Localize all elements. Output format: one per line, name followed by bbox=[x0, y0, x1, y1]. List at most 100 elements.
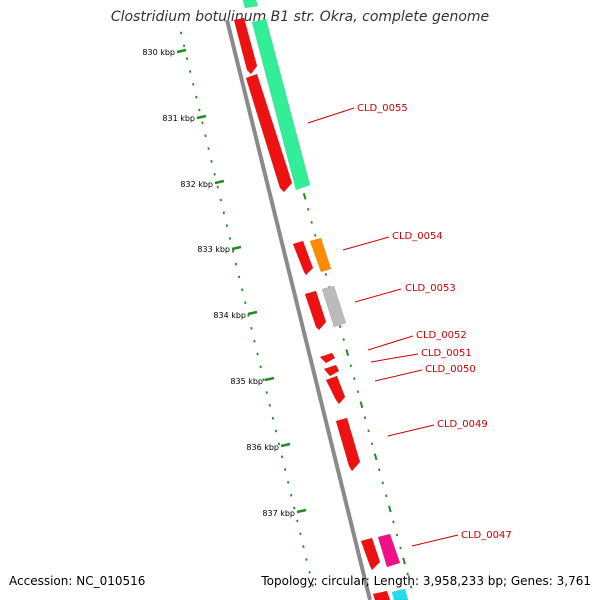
track-dot bbox=[353, 377, 356, 381]
gene-label-group-CLD_0051: CLD_0051 bbox=[370, 348, 472, 363]
scale-label-832: 832 kbp bbox=[180, 180, 213, 189]
scale-tick-833: 833 kbp bbox=[197, 245, 242, 254]
track-dot bbox=[274, 429, 278, 433]
track-dot bbox=[388, 505, 392, 513]
track-dot bbox=[308, 570, 311, 574]
accession-text: Accession: NC_010516 bbox=[9, 574, 146, 588]
gene-label-CLD_0047[interactable]: CLD_0047 bbox=[461, 530, 512, 541]
track-dot bbox=[244, 301, 247, 305]
track-dot bbox=[222, 211, 225, 215]
track-dot bbox=[410, 585, 413, 589]
track-dot bbox=[381, 481, 384, 485]
gene-feature-CLD_0055[interactable] bbox=[251, 18, 311, 191]
track-dot bbox=[314, 233, 317, 237]
gene-label-CLD_0052[interactable]: CLD_0052 bbox=[416, 330, 467, 341]
track-dot bbox=[290, 493, 293, 497]
gene-label-group-CLD_0049: CLD_0049 bbox=[387, 419, 488, 437]
gene-feature-cyan bbox=[391, 588, 409, 600]
track-dot bbox=[356, 390, 360, 394]
gene-label-CLD_0049[interactable]: CLD_0049 bbox=[437, 419, 488, 430]
gene-feature-top-green bbox=[242, 0, 259, 9]
gene-feature-CLD_0054[interactable] bbox=[309, 237, 332, 273]
track-dot bbox=[338, 325, 342, 328]
track-dot bbox=[179, 31, 183, 35]
track-dot bbox=[370, 442, 374, 446]
track-dot bbox=[198, 108, 201, 112]
track-dot bbox=[363, 416, 367, 420]
track-dot bbox=[265, 391, 268, 394]
track-dot bbox=[349, 364, 352, 368]
track-dot bbox=[310, 220, 313, 224]
track-dot bbox=[296, 519, 299, 523]
track-dot bbox=[293, 506, 296, 510]
track-dot bbox=[241, 288, 244, 292]
track-dot bbox=[402, 557, 406, 565]
scale-tick-831: 831 kbp bbox=[162, 114, 207, 123]
track-dot bbox=[342, 338, 345, 341]
track-dot bbox=[359, 401, 364, 409]
scale-tick-832: 832 kbp bbox=[180, 179, 225, 189]
track-dot bbox=[225, 224, 229, 228]
scale-label-831: 831 kbp bbox=[162, 114, 195, 123]
gene-feature-CLD_0049[interactable] bbox=[335, 417, 361, 472]
scale-track bbox=[179, 31, 314, 587]
gene-label-group-CLD_0055: CLD_0055 bbox=[307, 103, 408, 124]
track-dot bbox=[345, 349, 350, 356]
gene-feature-CLD_0053[interactable] bbox=[321, 285, 347, 328]
track-dot bbox=[250, 326, 253, 330]
track-dot bbox=[268, 403, 271, 407]
gene-label-CLD_0055[interactable]: CLD_0055 bbox=[357, 103, 408, 114]
gene-feature-red[interactable] bbox=[360, 537, 381, 571]
gene-feature-CLD_0047[interactable] bbox=[377, 533, 401, 568]
gene-label-CLD_0051[interactable]: CLD_0051 bbox=[421, 348, 472, 359]
gene-feature-CLD_0052[interactable] bbox=[319, 352, 336, 364]
scale-label-836: 836 kbp bbox=[246, 443, 279, 452]
track-dot bbox=[392, 520, 395, 524]
track-dot bbox=[277, 442, 281, 446]
gene-feature-red[interactable] bbox=[233, 17, 258, 75]
gene-feature-CLD_0051[interactable] bbox=[323, 364, 340, 377]
track-dot bbox=[262, 378, 265, 381]
track-dot bbox=[253, 339, 256, 343]
gene-feature-red bbox=[372, 590, 391, 600]
gene-feature-red[interactable] bbox=[245, 73, 293, 193]
gene-label-CLD_0054[interactable]: CLD_0054 bbox=[392, 231, 443, 242]
genome-title: Clostridium botulinum B1 str. Okra, comp… bbox=[110, 9, 490, 25]
scale-label-835: 835 kbp bbox=[230, 377, 263, 386]
track-dot bbox=[256, 352, 259, 356]
track-dot bbox=[378, 468, 381, 472]
genome-backbone bbox=[225, 19, 372, 600]
gene-label-group-CLD_0054: CLD_0054 bbox=[342, 231, 443, 251]
track-dot bbox=[219, 198, 222, 202]
track-dot bbox=[324, 273, 328, 276]
track-dot bbox=[271, 416, 274, 420]
gene-feature-red[interactable] bbox=[292, 240, 314, 276]
track-dot bbox=[406, 572, 409, 576]
track-dot bbox=[185, 57, 189, 61]
scale-tick-836: 836 kbp bbox=[246, 442, 291, 452]
track-dot bbox=[207, 147, 210, 150]
gene-label-CLD_0050[interactable]: CLD_0050 bbox=[425, 364, 476, 375]
track-dot bbox=[302, 545, 305, 548]
scale-label-837: 837 kbp bbox=[262, 509, 295, 518]
gene-label-group-CLD_0050: CLD_0050 bbox=[374, 364, 476, 382]
scale-label-833: 833 kbp bbox=[197, 245, 230, 254]
track-dot bbox=[228, 237, 232, 240]
track-dot bbox=[373, 453, 378, 461]
gene-label-group-CLD_0052: CLD_0052 bbox=[367, 330, 467, 351]
track-dot bbox=[195, 95, 198, 99]
gene-label-CLD_0053[interactable]: CLD_0053 bbox=[405, 283, 456, 294]
gene-feature-CLD_0050[interactable] bbox=[325, 375, 346, 405]
track-dot bbox=[367, 429, 370, 433]
track-dot bbox=[302, 192, 307, 200]
track-dot bbox=[311, 583, 314, 587]
track-dot bbox=[182, 44, 186, 48]
track-dot bbox=[299, 532, 302, 536]
scale-tick-835: 835 kbp bbox=[230, 376, 275, 386]
track-dot bbox=[231, 249, 235, 253]
track-dot bbox=[234, 262, 238, 266]
gene-label-group-CLD_0047: CLD_0047 bbox=[411, 530, 512, 547]
gene-feature-red[interactable] bbox=[304, 290, 327, 331]
